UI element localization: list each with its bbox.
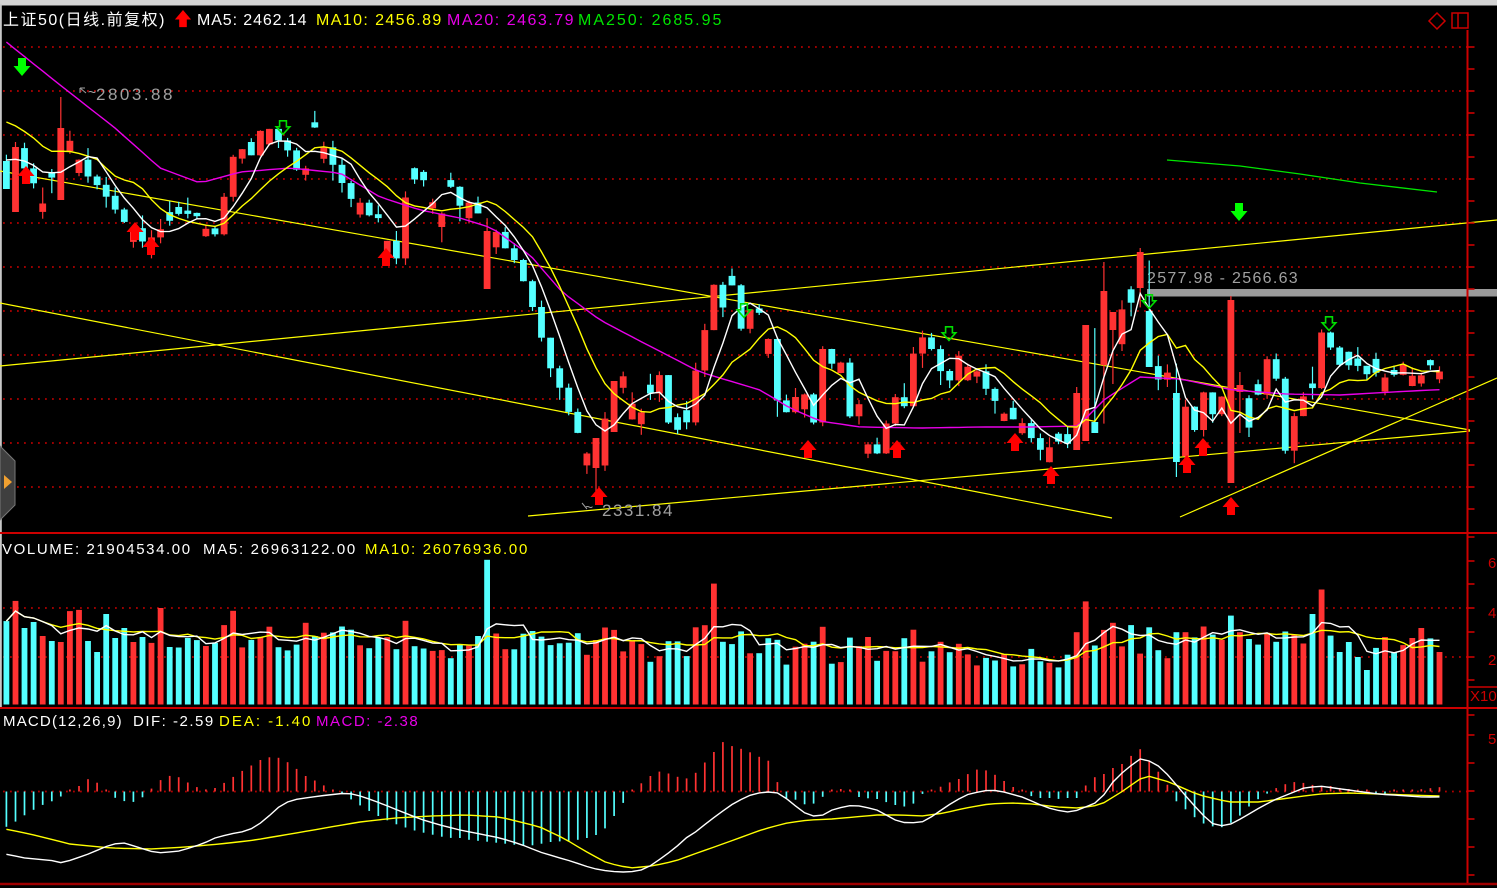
svg-text:2: 2 [1488,652,1496,669]
svg-text:2803.88: 2803.88 [96,85,175,104]
svg-text:MA10: 2456.89: MA10: 2456.89 [316,12,443,29]
svg-text:MA20: 2463.79: MA20: 2463.79 [447,12,575,29]
svg-text:MA5: 2462.14: MA5: 2462.14 [197,12,307,29]
svg-text:DEA: -1.40: DEA: -1.40 [219,713,312,730]
svg-text:MACD: -2.38: MACD: -2.38 [316,713,419,730]
svg-text:DIF: -2.59: DIF: -2.59 [133,713,215,730]
svg-text:VOLUME: 21904534.00: VOLUME: 21904534.00 [2,541,192,558]
svg-text:X10: X10 [1470,688,1497,705]
svg-text:MA250: 2685.95: MA250: 2685.95 [578,12,723,29]
svg-text:MACD(12,26,9): MACD(12,26,9) [3,713,123,730]
svg-text:~: ~ [585,499,593,515]
svg-text:5: 5 [1488,731,1496,748]
svg-text:2331.84: 2331.84 [602,501,674,520]
svg-text:MA5: 26963122.00: MA5: 26963122.00 [203,541,357,558]
svg-text:MA10: 26076936.00: MA10: 26076936.00 [365,541,529,558]
svg-text:~: ~ [88,84,96,100]
svg-text:4: 4 [1488,605,1496,622]
svg-text:2577.98 - 2566.63: 2577.98 - 2566.63 [1147,270,1299,287]
svg-text:上证50(日线.前复权): 上证50(日线.前复权) [3,11,166,29]
svg-text:6: 6 [1488,555,1496,572]
